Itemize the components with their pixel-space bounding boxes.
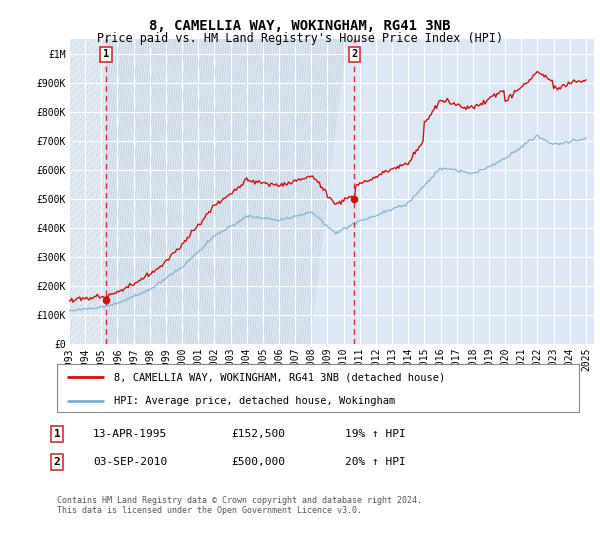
Text: 2: 2 — [53, 457, 61, 467]
Text: 8, CAMELLIA WAY, WOKINGHAM, RG41 3NB (detached house): 8, CAMELLIA WAY, WOKINGHAM, RG41 3NB (de… — [115, 372, 446, 382]
Text: 03-SEP-2010: 03-SEP-2010 — [93, 457, 167, 467]
Text: £152,500: £152,500 — [231, 429, 285, 439]
Text: 1: 1 — [103, 49, 109, 59]
Bar — [69, 39, 106, 344]
Text: £500,000: £500,000 — [231, 457, 285, 467]
Text: 13-APR-1995: 13-APR-1995 — [93, 429, 167, 439]
Text: 8, CAMELLIA WAY, WOKINGHAM, RG41 3NB: 8, CAMELLIA WAY, WOKINGHAM, RG41 3NB — [149, 20, 451, 34]
Text: 19% ↑ HPI: 19% ↑ HPI — [345, 429, 406, 439]
Text: Price paid vs. HM Land Registry's House Price Index (HPI): Price paid vs. HM Land Registry's House … — [97, 31, 503, 45]
Text: 2: 2 — [352, 49, 358, 59]
Text: HPI: Average price, detached house, Wokingham: HPI: Average price, detached house, Woki… — [115, 396, 395, 406]
Bar — [69, 39, 106, 344]
Text: Contains HM Land Registry data © Crown copyright and database right 2024.
This d: Contains HM Land Registry data © Crown c… — [57, 496, 422, 515]
Text: 1: 1 — [53, 429, 61, 439]
Text: 20% ↑ HPI: 20% ↑ HPI — [345, 457, 406, 467]
